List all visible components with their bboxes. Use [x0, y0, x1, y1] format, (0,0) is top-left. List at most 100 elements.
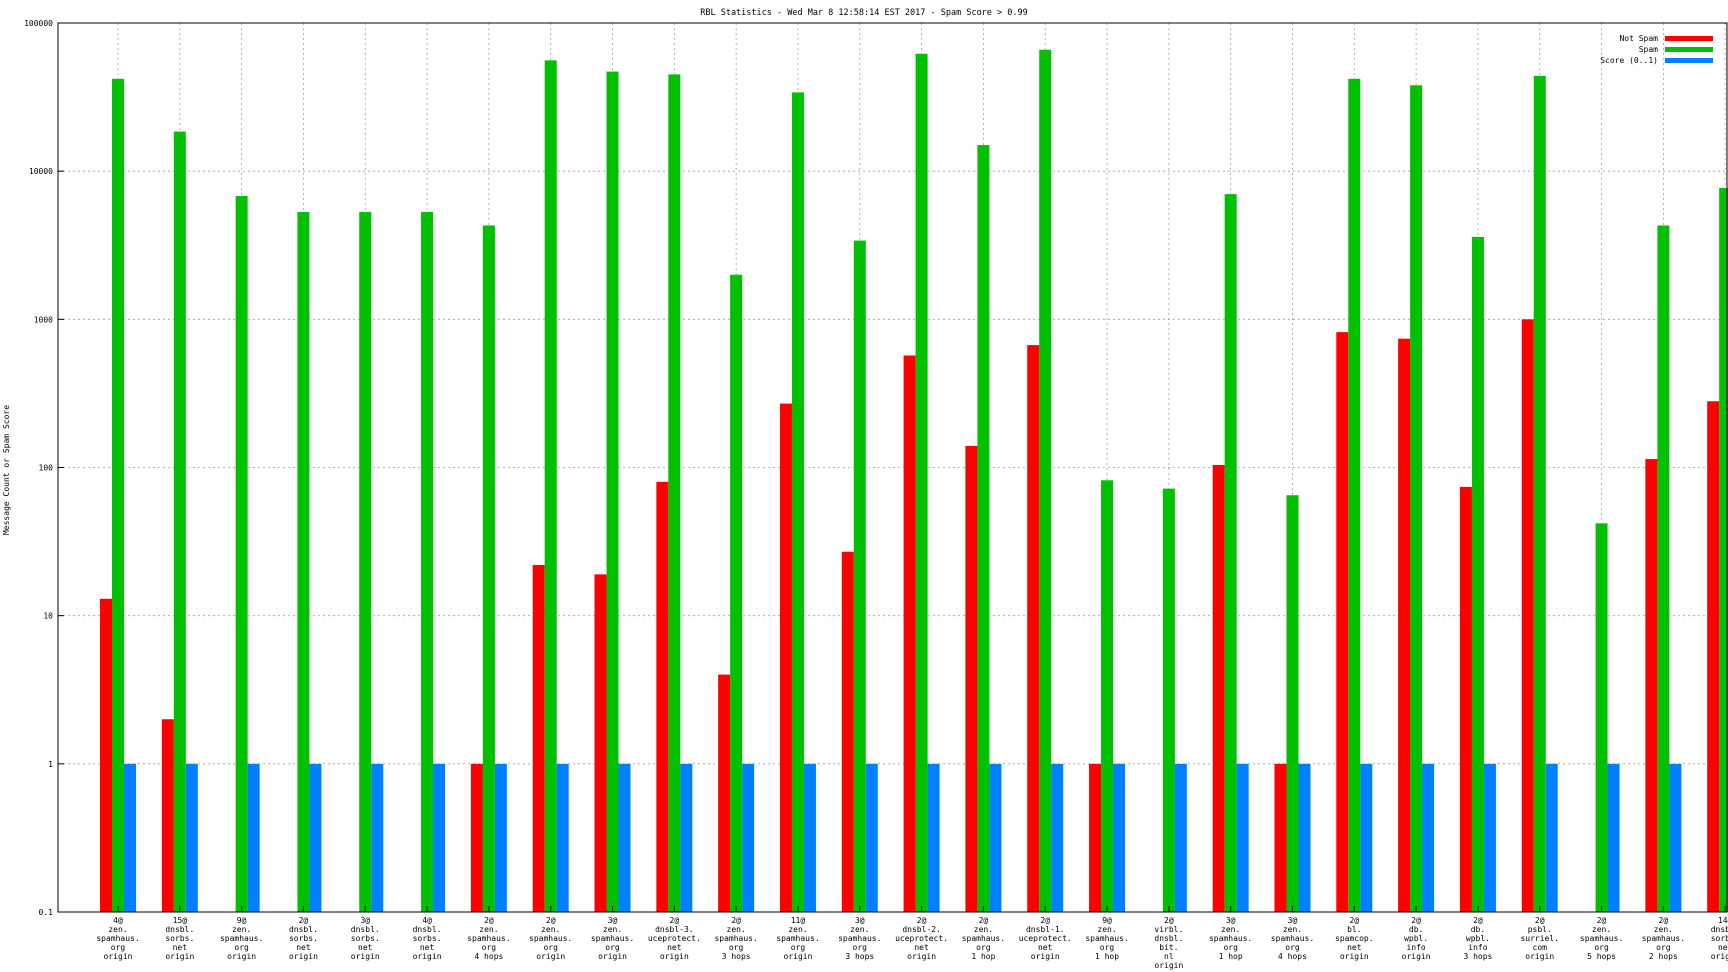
x-tick-label: 2@ dnsbl-3. uceprotect. net origin: [648, 916, 701, 961]
x-tick-label: 3@ zen. spamhaus. org 3 hops: [838, 916, 881, 961]
x-tick-label: 2@ zen. spamhaus. org 5 hops: [1580, 916, 1623, 961]
bar-spam: [235, 195, 248, 912]
bar-score-0-1: [1483, 763, 1496, 912]
x-tick-label: 2@ zen. spamhaus. org 2 hops: [1642, 916, 1685, 961]
x-tick-label: 2@ zen. spamhaus. org 4 hops: [467, 916, 510, 961]
bar-not-spam: [965, 445, 978, 912]
bar-not-spam: [1459, 486, 1472, 912]
x-tick-label: 2@ dnsbl. sorbs. net origin: [289, 916, 318, 961]
plot-border: [57, 22, 1728, 913]
bar-spam: [853, 240, 866, 912]
bar-score-0-1: [1360, 763, 1373, 912]
bar-spam: [1162, 488, 1175, 912]
bar-score-0-1: [371, 763, 384, 912]
bar-not-spam: [1521, 319, 1534, 912]
bar-not-spam: [1398, 338, 1411, 912]
bar-score-0-1: [989, 763, 1002, 912]
x-tick-label: 3@ zen. spamhaus. org 4 hops: [1271, 916, 1314, 961]
bar-not-spam: [1212, 464, 1225, 912]
bar-spam: [915, 53, 928, 913]
x-tick-label: 3@ dnsbl. sorbs. net origin: [351, 916, 380, 961]
bar-not-spam: [1274, 763, 1287, 912]
x-tick-label: 4@ zen. spamhaus. org origin: [96, 916, 139, 961]
bar-score-0-1: [1422, 763, 1435, 912]
bar-score-0-1: [1669, 763, 1682, 912]
bar-score-0-1: [1236, 763, 1249, 912]
x-tick-label: 2@ zen. spamhaus. org 1 hop: [962, 916, 1005, 961]
bar-not-spam: [1336, 332, 1349, 912]
x-tick-label: 2@ bl. spamcop. net origin: [1335, 916, 1374, 961]
bar-not-spam: [470, 763, 483, 912]
bar-not-spam: [161, 719, 174, 912]
x-tick-label: 9@ zen. spamhaus. org origin: [220, 916, 263, 961]
bar-not-spam: [1645, 459, 1658, 912]
legend-swatch: [1665, 47, 1713, 52]
legend-swatch: [1665, 58, 1713, 63]
x-tick-label: 2@ db. wpbl. info 3 hops: [1463, 916, 1492, 961]
x-tick-label: 2@ zen. spamhaus. org 3 hops: [714, 916, 757, 961]
bar-spam: [359, 212, 372, 913]
bar-score-0-1: [309, 763, 322, 912]
bar-not-spam: [718, 674, 731, 912]
legend-label: Score (0..1): [1600, 56, 1658, 65]
bar-spam: [112, 78, 124, 912]
bar-spam: [1657, 225, 1670, 912]
x-tick-label: 2@ virbl. dnsbl. bit. nl origin: [1154, 916, 1183, 970]
y-tick-label: 100: [39, 464, 54, 473]
bar-not-spam: [841, 551, 854, 912]
bar-score-0-1: [433, 763, 446, 912]
bar-score-0-1: [1607, 763, 1620, 912]
legend: Not Spam Spam Score (0..1): [1600, 34, 1713, 65]
bar-spam: [668, 74, 681, 913]
bar-not-spam: [1707, 401, 1720, 912]
bar-score-0-1: [865, 763, 878, 912]
bar-not-spam: [594, 574, 607, 912]
bar-score-0-1: [1051, 763, 1064, 912]
bar-score-0-1: [1174, 763, 1187, 912]
bar-spam: [791, 92, 804, 913]
legend-label: Spam: [1639, 45, 1658, 54]
bar-not-spam: [1027, 345, 1040, 912]
bar-not-spam: [903, 355, 916, 913]
bar-spam: [482, 225, 495, 912]
bar-spam: [1410, 85, 1423, 912]
bar-spam: [1286, 495, 1299, 912]
bar-score-0-1: [927, 763, 940, 912]
bar-spam: [730, 274, 743, 912]
axes: 0.1 1 10 100 1000 10000 100000 4@ zen. spamhaus. o…: [24, 19, 1728, 970]
bar-score-0-1: [247, 763, 260, 912]
x-tick-label: 11@ zen. spamhaus. org origin: [776, 916, 819, 961]
bar-score-0-1: [185, 763, 198, 912]
x-tick-label: 2@ dnsbl-2. uceprotect. net origin: [895, 916, 948, 961]
bar-spam: [1039, 49, 1052, 913]
x-tick-label: 15@ dnsbl. sorbs. net origin: [165, 916, 194, 961]
bar-score-0-1: [1298, 763, 1311, 912]
x-tick-label: 3@ zen. spamhaus. org origin: [591, 916, 634, 961]
bar-score-0-1: [556, 763, 569, 912]
x-tick-label: 3@ zen. spamhaus. org 1 hop: [1209, 916, 1252, 961]
bars: [100, 49, 1728, 913]
bar-spam: [1348, 78, 1361, 912]
bar-not-spam: [100, 598, 112, 912]
x-tick-label: 2@ zen. spamhaus. org origin: [529, 916, 572, 961]
chart-title: RBL Statistics - Wed Mar 8 12:58:14 EST …: [700, 8, 1028, 18]
bar-not-spam: [779, 403, 792, 912]
x-tick-label: 2@ psbl. surriel. com origin: [1520, 916, 1559, 961]
bar-score-0-1: [1113, 763, 1126, 912]
bar-spam: [1533, 75, 1546, 912]
bar-score-0-1: [124, 763, 136, 912]
bar-spam: [1471, 236, 1484, 913]
bar-spam: [297, 212, 310, 913]
bar-score-0-1: [742, 763, 755, 912]
bar-not-spam: [656, 481, 669, 912]
bar-spam: [606, 71, 619, 912]
y-tick-label: 10: [43, 612, 53, 621]
bar-spam: [1719, 187, 1728, 912]
y-tick-label: 0.1: [39, 908, 54, 917]
bar-score-0-1: [1545, 763, 1558, 912]
legend-label: Not Spam: [1619, 34, 1658, 43]
x-tick-label: 9@ zen. spamhaus. org 1 hop: [1085, 916, 1128, 961]
bar-score-0-1: [680, 763, 693, 912]
